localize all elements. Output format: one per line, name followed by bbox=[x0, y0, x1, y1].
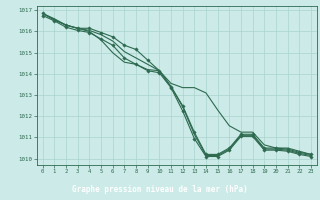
Text: Graphe pression niveau de la mer (hPa): Graphe pression niveau de la mer (hPa) bbox=[72, 185, 248, 194]
